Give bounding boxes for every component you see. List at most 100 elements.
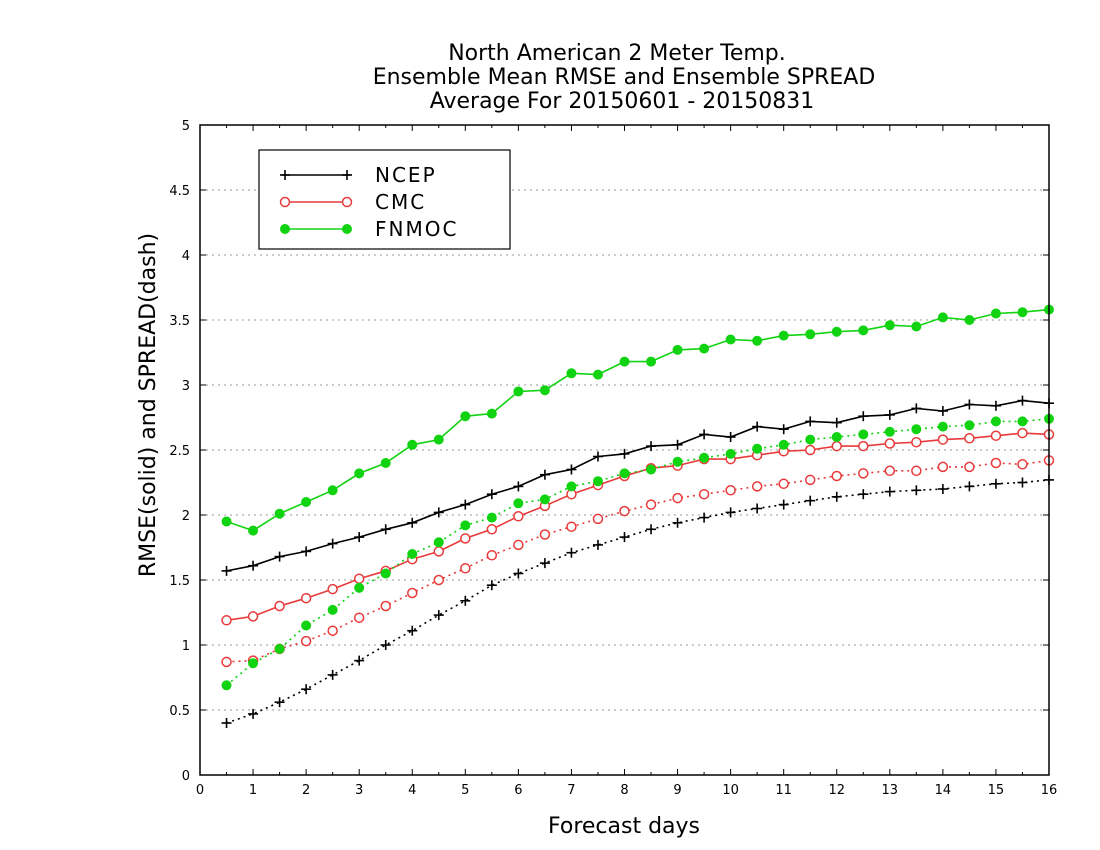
legend-marker-end	[342, 224, 352, 234]
x-tick-label: 11	[775, 783, 792, 798]
y-axis-label: RMSE(solid) and SPREAD(dash)	[136, 233, 161, 577]
y-tick-label: 2	[182, 509, 190, 524]
data-point-cmc-rmse	[1017, 427, 1028, 439]
data-point-fnmoc-spread	[301, 620, 312, 631]
data-point-ncep-rmse	[221, 565, 232, 576]
data-point-cmc-rmse	[486, 524, 498, 535]
data-point-cmc-rmse	[804, 444, 816, 456]
data-point-fnmoc-spread	[354, 582, 365, 593]
data-point-fnmoc-spread	[433, 537, 444, 548]
data-point-cmc-spread	[698, 488, 710, 500]
data-point-ncep-spread	[301, 684, 312, 695]
data-point-ncep-spread	[778, 499, 789, 510]
data-point-cmc-spread	[566, 521, 577, 532]
x-tick-label: 0	[196, 783, 204, 798]
data-point-fnmoc-rmse	[646, 356, 657, 367]
legend-label: NCEP	[375, 163, 437, 187]
data-point-cmc-spread	[221, 656, 232, 668]
data-point-fnmoc-spread	[566, 481, 577, 492]
data-point-fnmoc-spread	[380, 568, 391, 579]
data-point-ncep-spread	[354, 655, 365, 666]
data-point-ncep-spread	[964, 481, 975, 492]
data-point-ncep-rmse	[646, 441, 657, 452]
data-point-ncep-rmse	[433, 507, 444, 518]
data-point-ncep-spread	[248, 708, 259, 719]
legend-marker-start	[280, 224, 290, 234]
data-point-ncep-spread	[990, 478, 1001, 489]
data-point-fnmoc-spread	[619, 468, 630, 479]
data-point-cmc-spread	[751, 481, 763, 492]
data-point-fnmoc-spread	[990, 416, 1001, 427]
data-point-ncep-rmse	[327, 538, 338, 549]
data-point-ncep-rmse	[301, 546, 312, 557]
data-point-fnmoc-rmse	[248, 525, 259, 536]
data-point-ncep-rmse	[513, 481, 524, 492]
x-tick-label: 7	[567, 783, 575, 798]
series-fnmoc-spread	[221, 413, 1054, 691]
data-point-cmc-rmse	[274, 600, 285, 612]
data-point-cmc-spread	[990, 457, 1002, 469]
data-point-fnmoc-spread	[911, 424, 922, 435]
data-point-fnmoc-rmse	[433, 434, 444, 445]
data-point-ncep-rmse	[248, 560, 259, 571]
data-point-ncep-rmse	[884, 409, 895, 420]
data-point-cmc-spread	[964, 461, 975, 473]
data-point-cmc-rmse	[831, 440, 842, 452]
data-point-fnmoc-rmse	[354, 468, 365, 479]
data-point-ncep-rmse	[380, 524, 391, 535]
data-point-fnmoc-spread	[407, 549, 418, 559]
data-point-ncep-spread	[725, 507, 736, 518]
data-point-ncep-spread	[937, 484, 948, 494]
data-point-ncep-spread	[486, 580, 497, 591]
legend-marker-start	[279, 196, 291, 208]
data-point-ncep-rmse	[752, 421, 763, 432]
data-point-cmc-rmse	[858, 440, 869, 452]
data-point-ncep-rmse	[937, 406, 948, 416]
series-cmc-spread	[221, 455, 1055, 668]
axis-ticks: 00.511.522.533.544.550 1 2 3 4 5 6 7 8 9 10 11 12 13 1…	[169, 119, 1057, 798]
data-point-ncep-spread	[911, 485, 922, 496]
data-point-cmc-rmse	[937, 434, 949, 445]
data-point-fnmoc-rmse	[699, 343, 710, 354]
data-point-fnmoc-rmse	[380, 458, 391, 468]
x-tick-label: 10	[722, 783, 739, 798]
data-point-fnmoc-rmse	[460, 411, 471, 422]
data-point-ncep-spread	[592, 539, 603, 550]
legend: NCEP CMC FNMOC	[258, 149, 511, 250]
data-point-fnmoc-spread	[592, 476, 603, 487]
data-point-fnmoc-rmse	[937, 312, 948, 323]
data-point-cmc-rmse	[990, 430, 1002, 441]
y-tick-label: 3	[182, 379, 190, 394]
data-point-ncep-spread	[884, 486, 895, 497]
x-tick-label: 13	[882, 783, 899, 798]
data-point-cmc-rmse	[911, 436, 922, 448]
data-point-cmc-spread	[380, 600, 391, 612]
data-point-ncep-rmse	[964, 399, 975, 410]
data-point-cmc-spread	[619, 505, 630, 517]
series-ncep-rmse	[221, 395, 1054, 576]
data-point-fnmoc-spread	[831, 432, 842, 442]
data-point-ncep-spread	[831, 491, 842, 502]
legend-box	[258, 149, 511, 250]
data-point-fnmoc-spread	[486, 512, 497, 523]
y-tick-label: 5	[182, 119, 190, 134]
data-point-fnmoc-spread	[725, 448, 736, 459]
data-point-fnmoc-spread	[460, 520, 471, 531]
chart-title: North American 2 Meter Temp. Ensemble Me…	[373, 41, 876, 114]
data-point-ncep-spread	[460, 595, 471, 606]
series-line-cmc-spread	[226, 459, 1050, 663]
data-point-ncep-spread	[274, 697, 285, 708]
x-axis-label: Forecast days	[548, 814, 700, 839]
data-point-fnmoc-rmse	[592, 369, 603, 380]
legend-marker-end	[341, 196, 353, 208]
x-tick-label: 2	[302, 783, 310, 798]
x-tick-label: 1	[249, 783, 257, 798]
data-point-fnmoc-rmse	[539, 385, 550, 396]
data-point-fnmoc-rmse	[752, 335, 763, 346]
data-point-ncep-spread	[672, 517, 683, 528]
data-point-ncep-spread	[539, 558, 550, 569]
x-tick-label: 14	[935, 783, 952, 798]
data-point-ncep-spread	[858, 489, 869, 500]
data-point-ncep-rmse	[699, 429, 710, 440]
